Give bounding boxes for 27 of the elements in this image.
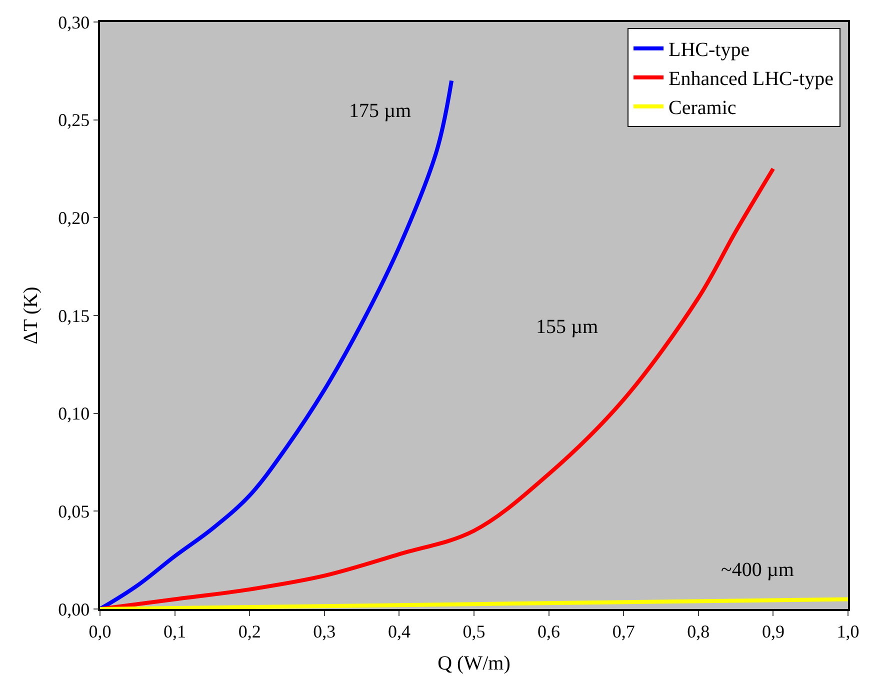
legend-label: Ceramic <box>668 97 736 120</box>
y-tick-label: 0,20 <box>58 208 90 228</box>
line-series <box>100 78 454 609</box>
x-tick-label: 0,3 <box>313 621 336 642</box>
y-tick-label: 0,30 <box>58 12 90 32</box>
x-tick-label: 0,8 <box>687 621 710 642</box>
y-tick-label: 0,25 <box>58 110 90 130</box>
x-tick-label: 1,0 <box>836 621 860 642</box>
x-tick-label: 0,7 <box>612 621 635 642</box>
x-tick-label: 0,2 <box>238 621 261 642</box>
y-tick-label: 0,05 <box>58 501 90 522</box>
y-tick-label: 0,10 <box>58 404 90 424</box>
y-tick-label: 0,15 <box>58 306 90 326</box>
legend-label: Enhanced LHC-type <box>668 68 834 90</box>
x-tick-label: 0,0 <box>88 621 112 642</box>
annotation: ~400 µm <box>721 559 794 581</box>
x-axis-title: Q (W/m) <box>438 652 510 674</box>
y-tick-label: 0,00 <box>58 599 90 620</box>
annotation: 155 µm <box>536 316 599 338</box>
y-axis-title: ΔT (K) <box>20 286 42 344</box>
x-tick-label: 0,6 <box>538 621 560 642</box>
x-tick-label: 0,9 <box>762 621 784 642</box>
annotation: 175 µm <box>349 100 412 122</box>
x-tick-label: 0,1 <box>164 621 186 642</box>
x-tick-label: 0,5 <box>462 621 486 642</box>
legend-label: LHC-type <box>668 39 750 62</box>
x-tick-label: 0,4 <box>388 621 410 642</box>
